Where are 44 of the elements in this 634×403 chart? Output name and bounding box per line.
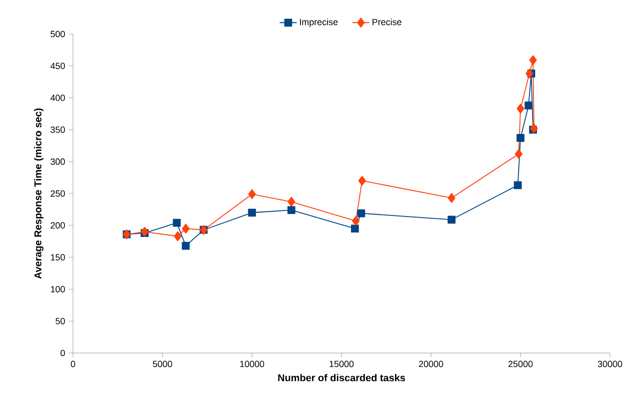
y-tick-label: 100 bbox=[50, 286, 65, 292]
point bbox=[514, 181, 522, 190]
x-tick-label: 20000 bbox=[418, 360, 444, 368]
point bbox=[248, 189, 256, 200]
point bbox=[524, 102, 532, 110]
point bbox=[350, 224, 359, 233]
y-tick-label: 350 bbox=[50, 126, 65, 133]
point bbox=[174, 231, 182, 242]
point bbox=[530, 123, 538, 134]
x-axis-title: Number of discarded tasks bbox=[278, 374, 406, 382]
point bbox=[516, 134, 524, 142]
legend-label: Precise bbox=[372, 18, 402, 26]
y-tick-label: 250 bbox=[50, 190, 65, 197]
x-tick-label: 30000 bbox=[598, 360, 622, 368]
point bbox=[287, 206, 296, 214]
y-tick-label: 200 bbox=[50, 222, 65, 229]
point bbox=[182, 224, 190, 234]
y-tick-label: 500 bbox=[50, 30, 65, 38]
point bbox=[140, 226, 148, 237]
point bbox=[448, 193, 456, 203]
y-tick-label: 400 bbox=[50, 94, 65, 101]
point bbox=[357, 209, 366, 218]
x-tick-label: 0 bbox=[70, 360, 76, 368]
point bbox=[358, 176, 366, 186]
x-tick-label: 10000 bbox=[240, 360, 264, 368]
y-tick-label: 50 bbox=[56, 318, 65, 324]
point bbox=[172, 218, 181, 227]
point bbox=[352, 216, 360, 226]
point bbox=[248, 208, 256, 217]
point bbox=[516, 104, 524, 114]
legend-label: Imprecise bbox=[300, 18, 338, 27]
x-tick-label: 15000 bbox=[330, 360, 354, 368]
point bbox=[448, 216, 456, 224]
y-tick-label: 0 bbox=[60, 350, 65, 356]
point bbox=[529, 55, 537, 66]
point bbox=[182, 242, 190, 250]
y-axis-title: Average Response Time (micro sec) bbox=[34, 108, 44, 279]
point bbox=[288, 196, 296, 207]
x-tick-label: 5000 bbox=[152, 360, 172, 368]
y-tick-label: 300 bbox=[50, 158, 65, 165]
point bbox=[514, 149, 523, 159]
y-tick-label: 450 bbox=[50, 62, 65, 70]
x-tick-label: 25000 bbox=[508, 360, 533, 368]
y-tick-label: 150 bbox=[50, 254, 65, 260]
